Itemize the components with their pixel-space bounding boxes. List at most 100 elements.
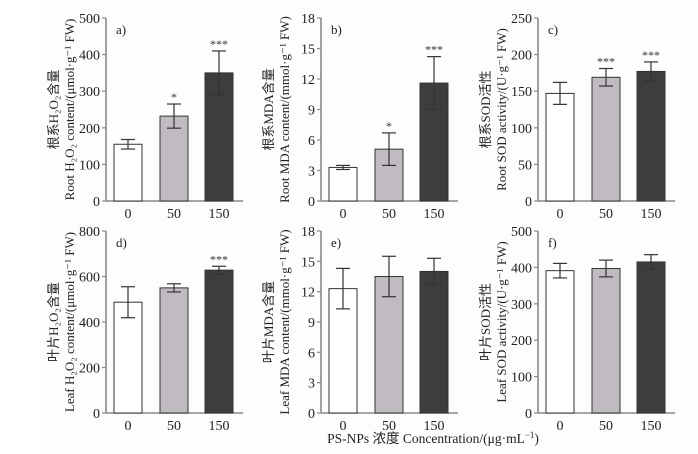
y-axis-label-cn: 叶片H₂O₂含量 bbox=[46, 282, 61, 362]
bar-150 bbox=[204, 269, 234, 414]
x-tick-label: 150 bbox=[209, 419, 230, 434]
y-axis-label-cn: 根系H₂O₂含量 bbox=[46, 70, 61, 150]
y-tick-label: 400 bbox=[79, 316, 100, 331]
significance-marker: *** bbox=[210, 252, 228, 266]
y-tick-label: 15 bbox=[301, 255, 315, 270]
x-tick-label: 150 bbox=[424, 419, 445, 434]
y-tick-label: 0 bbox=[308, 195, 315, 210]
x-tick-label: 150 bbox=[641, 207, 662, 222]
x-tick-label: 50 bbox=[382, 207, 396, 222]
panel-label: d) bbox=[116, 235, 127, 250]
y-tick-label: 0 bbox=[93, 407, 100, 422]
x-tick-label: 0 bbox=[340, 207, 347, 222]
x-axis-title: PS-NPs 浓度 Concentration/(μg·mL−1) bbox=[327, 430, 539, 446]
x-tick-label: 50 bbox=[167, 419, 181, 434]
figure-background bbox=[40, 0, 698, 454]
y-tick-label: 9 bbox=[308, 104, 315, 119]
y-tick-label: 3 bbox=[308, 165, 315, 180]
y-tick-label: 0 bbox=[525, 195, 532, 210]
bar-50 bbox=[159, 287, 189, 414]
y-tick-label: 200 bbox=[79, 362, 100, 377]
chart-panel-d: 0 200 400 600 800 d) 0 50 *** 150 叶片H₂O₂含量 Leaf H₂O… bbox=[46, 225, 243, 434]
y-tick-label: 600 bbox=[79, 271, 100, 286]
y-tick-label: 200 bbox=[511, 49, 532, 64]
y-axis-label-cn: 叶片SOD活性 bbox=[478, 283, 493, 361]
x-tick-label: 150 bbox=[209, 207, 230, 222]
bar-150 bbox=[636, 70, 666, 202]
y-axis-label-en: Root MDA content/(mmol·g⁻¹ FW) bbox=[277, 16, 292, 203]
y-tick-label: 200 bbox=[511, 334, 532, 349]
panel-label: f) bbox=[548, 235, 557, 250]
x-tick-label: 50 bbox=[599, 419, 613, 434]
bar-50 bbox=[374, 276, 404, 414]
x-tick-label: 0 bbox=[340, 419, 347, 434]
panel-label: c) bbox=[548, 22, 558, 37]
y-tick-label: 250 bbox=[511, 12, 532, 27]
y-tick-label: 200 bbox=[79, 122, 100, 137]
y-tick-label: 9 bbox=[308, 316, 315, 331]
x-tick-label: 50 bbox=[167, 207, 181, 222]
y-tick-label: 500 bbox=[79, 12, 100, 27]
y-axis-label-en: Root H₂O₂ content/(μmol·g⁻¹ FW) bbox=[62, 19, 77, 201]
x-tick-label: 50 bbox=[599, 207, 613, 222]
x-tick-label: 0 bbox=[125, 419, 132, 434]
y-axis-label-cn: 根系MDA含量 bbox=[261, 68, 276, 150]
y-tick-label: 3 bbox=[308, 377, 315, 392]
chart-panel-a: 0 100 200 300 400 500 a) 0 * 50 *** 150 根系H₂O₂含量 Root… bbox=[46, 12, 243, 222]
bar-0 bbox=[545, 92, 575, 202]
significance-marker: *** bbox=[597, 55, 615, 69]
y-tick-label: 0 bbox=[93, 195, 100, 210]
chart-panel-c: 0 50 100 150 200 250 c) 0 *** 50 *** 150 根系SOD活性 Root… bbox=[478, 12, 675, 222]
y-tick-label: 100 bbox=[511, 371, 532, 386]
bar-150 bbox=[419, 270, 449, 414]
panel-label: b) bbox=[331, 22, 342, 37]
y-tick-label: 6 bbox=[308, 134, 315, 149]
y-axis-label-en: Leaf SOD activity/(U·g⁻¹ FW) bbox=[494, 241, 509, 402]
significance-marker: *** bbox=[210, 37, 228, 51]
chart-panel-e: 0 3 6 9 12 15 18 e) 0 50 150 叶片MDA含量 Leaf MDA conten… bbox=[261, 225, 458, 434]
significance-marker: * bbox=[386, 119, 392, 133]
bar-150 bbox=[636, 261, 666, 414]
y-tick-label: 50 bbox=[518, 158, 532, 173]
y-tick-label: 18 bbox=[301, 12, 315, 27]
y-tick-label: 0 bbox=[525, 407, 532, 422]
x-tick-label: 0 bbox=[557, 419, 564, 434]
panel-label: a) bbox=[116, 22, 126, 37]
x-tick-label: 0 bbox=[125, 207, 132, 222]
y-tick-label: 18 bbox=[301, 225, 315, 240]
chart-panel-f: 0 100 200 300 400 500 f) 0 50 150 叶片SOD活性 Leaf SOD … bbox=[478, 225, 675, 434]
y-axis-label-en: Root SOD activity/(U·g⁻¹ FW) bbox=[494, 28, 509, 191]
y-tick-label: 15 bbox=[301, 43, 315, 58]
bar-50 bbox=[591, 76, 621, 202]
y-tick-label: 300 bbox=[511, 298, 532, 313]
significance-marker: *** bbox=[425, 43, 443, 57]
x-tick-label: 50 bbox=[382, 419, 396, 434]
y-tick-label: 400 bbox=[511, 261, 532, 276]
bar-0 bbox=[113, 301, 143, 414]
bar-0 bbox=[545, 270, 575, 414]
y-axis-label-en: Leaf MDA content/(mmol·g⁻¹ FW) bbox=[277, 229, 292, 414]
y-tick-label: 400 bbox=[79, 49, 100, 64]
chart-panel-b: 0 3 6 9 12 15 18 b) 0 * 50 *** 150 根系MDA含量 Root MDA co… bbox=[261, 12, 458, 222]
panel-label: e) bbox=[331, 235, 341, 250]
bar-50 bbox=[159, 115, 189, 202]
y-tick-label: 12 bbox=[301, 286, 315, 301]
x-tick-label: 0 bbox=[557, 207, 564, 222]
y-tick-label: 800 bbox=[79, 225, 100, 240]
y-tick-label: 500 bbox=[511, 225, 532, 240]
x-tick-label: 150 bbox=[641, 419, 662, 434]
y-tick-label: 300 bbox=[79, 85, 100, 100]
y-tick-label: 6 bbox=[308, 346, 315, 361]
y-axis-label-cn: 根系SOD活性 bbox=[478, 70, 493, 148]
y-tick-label: 0 bbox=[308, 407, 315, 422]
y-tick-label: 12 bbox=[301, 73, 315, 88]
y-tick-label: 100 bbox=[511, 122, 532, 137]
y-axis-label-cn: 叶片MDA含量 bbox=[261, 281, 276, 363]
bar-50 bbox=[591, 267, 621, 414]
y-axis-label-en: Leaf H₂O₂ content/(μmol·g⁻¹ FW) bbox=[62, 232, 77, 412]
significance-marker: *** bbox=[642, 48, 660, 62]
x-tick-label: 150 bbox=[424, 207, 445, 222]
y-tick-label: 150 bbox=[511, 85, 532, 100]
y-tick-label: 100 bbox=[79, 158, 100, 173]
